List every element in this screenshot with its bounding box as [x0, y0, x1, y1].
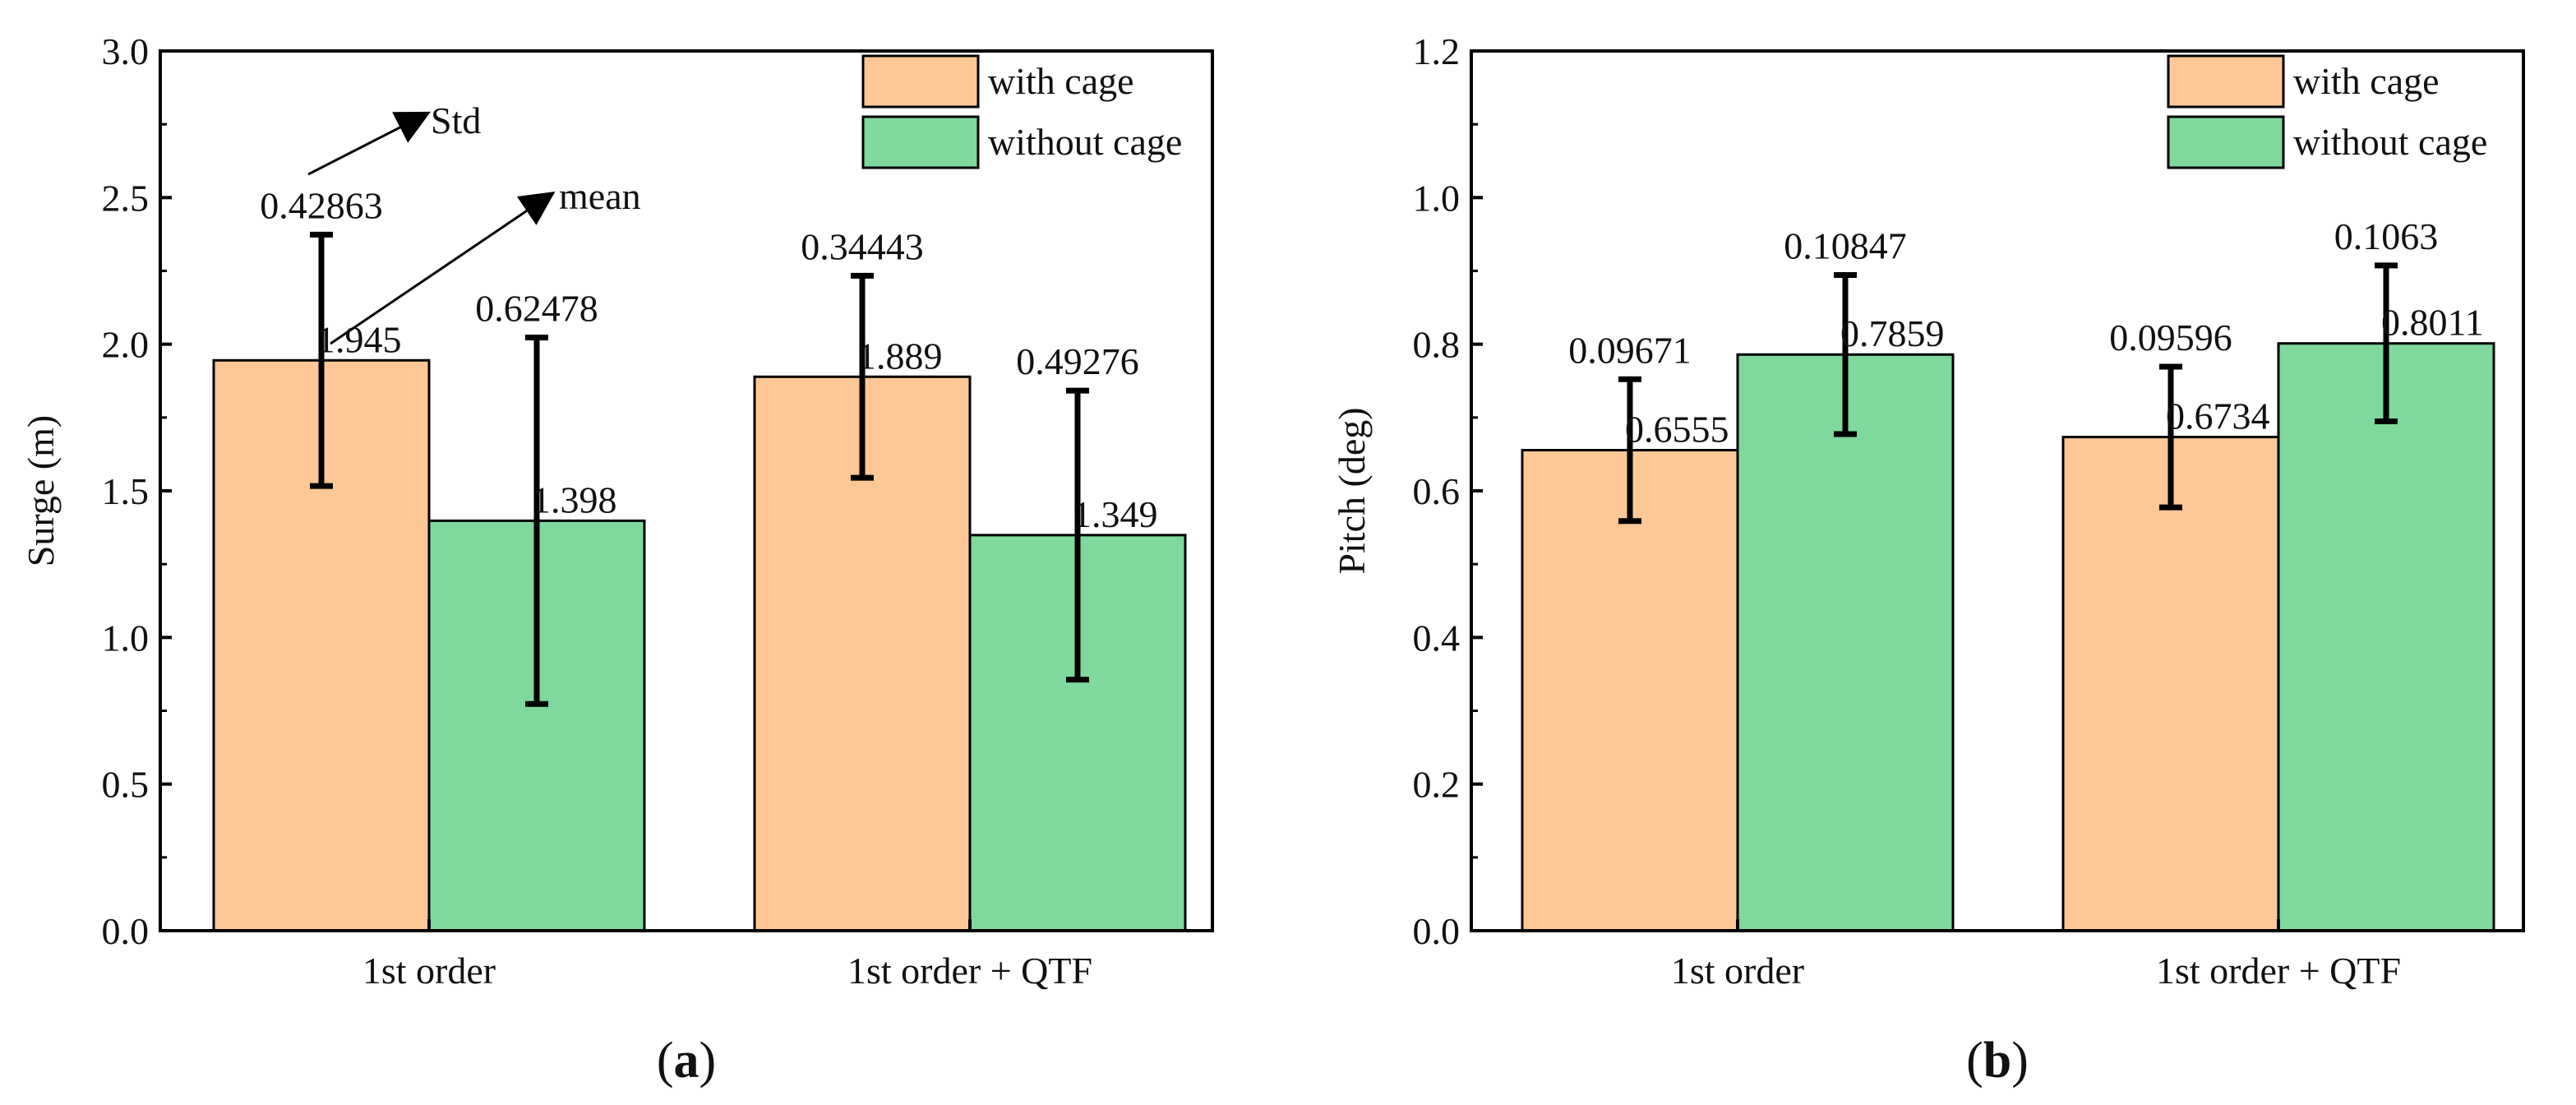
std-annotation: Std	[431, 99, 481, 141]
y-tick-label: 0.4	[1413, 617, 1461, 659]
y-tick-label: 0.2	[1413, 764, 1461, 806]
x-category-label: 1st order + QTF	[2156, 950, 2401, 992]
y-tick-label: 1.0	[1413, 177, 1461, 219]
y-tick-label: 1.5	[102, 470, 150, 512]
y-tick-label: 0.6	[1413, 470, 1461, 512]
y-tick-label: 1.0	[102, 617, 150, 659]
y-tick-label: 1.2	[1413, 30, 1461, 72]
legend-swatch-with-cage	[2167, 54, 2285, 109]
y-axis-title: Surge (m)	[20, 415, 62, 566]
mean-annotation: mean	[559, 175, 641, 217]
std-label: 0.1063	[2334, 215, 2439, 257]
panel-label: (a)	[657, 1033, 716, 1089]
value-label: 0.6555	[1625, 409, 1729, 451]
legend-label: with cage	[988, 60, 1134, 102]
bar-without-cage	[2277, 342, 2495, 932]
y-tick-label: 0.8	[1413, 324, 1461, 366]
legend-swatch-without-cage	[861, 115, 980, 169]
std-label: 0.34443	[801, 225, 924, 267]
value-label: 0.7859	[1840, 312, 1945, 354]
std-label: 0.42863	[260, 184, 383, 226]
legend-swatch-with-cage	[861, 54, 980, 109]
std-label: 0.62478	[475, 288, 598, 330]
value-label: 1.349	[1073, 493, 1158, 535]
legend: with cage without cage	[2167, 54, 2487, 169]
panel-b-pitch-chart: 0.09671 0.6555 0.09596 0.6734 0.10847 0.7859 0…	[1331, 30, 2525, 1089]
value-label: 0.6734	[2166, 395, 2270, 437]
x-category-label: 1st order	[362, 950, 496, 992]
y-tick-label: 3.0	[102, 30, 150, 72]
panel-label: (b)	[1966, 1033, 2029, 1089]
annotations: Std mean	[307, 99, 641, 345]
bar-without-cage	[1736, 353, 1955, 932]
legend-label: without cage	[988, 121, 1182, 163]
legend-label: without cage	[2293, 121, 2487, 163]
panel-a-surge-chart: 0.428631.9450.344431.8890.624781.3980.49…	[20, 30, 1214, 1089]
y-tick-label: 2.5	[102, 177, 150, 219]
std-label: 0.49276	[1016, 340, 1139, 382]
mean-arrow	[330, 191, 556, 345]
x-category-label: 1st order	[1671, 950, 1804, 992]
y-tick-label: 2.0	[102, 324, 150, 366]
y-axis-title: Pitch (deg)	[1331, 407, 1373, 574]
bar-with-cage	[2061, 436, 2280, 932]
legend: with cage without cage	[861, 54, 1182, 169]
std-arrow	[307, 111, 432, 176]
x-category-label: 1st order + QTF	[847, 950, 1092, 992]
value-label: 1.398	[532, 479, 617, 520]
y-tick-label: 0.0	[1413, 910, 1461, 952]
legend-swatch-without-cage	[2167, 115, 2285, 169]
std-label: 0.09596	[2109, 317, 2232, 358]
y-tick-label: 0.0	[102, 910, 150, 952]
y-tick-label: 0.5	[102, 764, 150, 806]
value-label: 1.889	[857, 335, 943, 377]
legend-label: with cage	[2293, 60, 2440, 102]
std-label: 0.09671	[1568, 329, 1692, 371]
std-label: 0.10847	[1784, 225, 1907, 267]
value-label: 0.8011	[2381, 302, 2484, 344]
